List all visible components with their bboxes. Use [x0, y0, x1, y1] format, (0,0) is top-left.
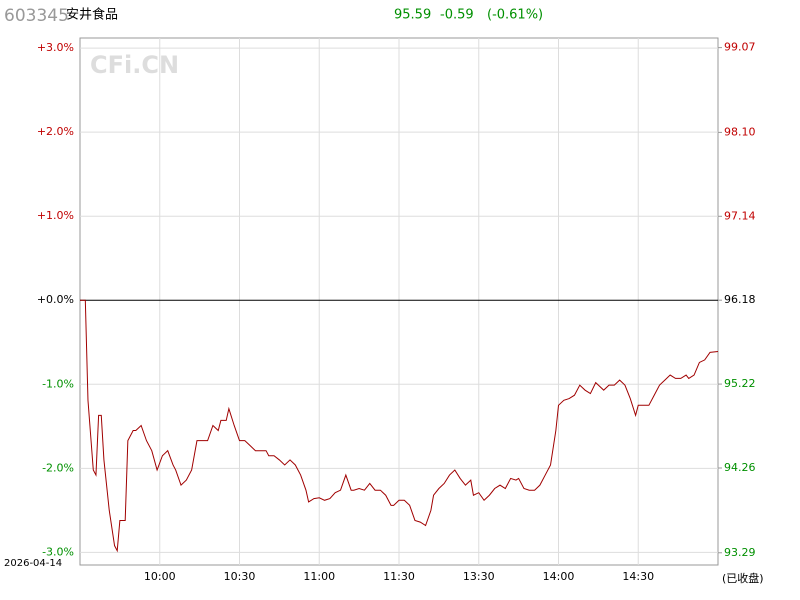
y-tick-label: +1.0%	[37, 209, 74, 222]
x-tick-label: 10:00	[144, 570, 176, 583]
y-tick-label: +2.0%	[37, 125, 74, 138]
y-tick-label: +0.0%	[37, 293, 74, 306]
y2-tick-label: 93.29	[724, 546, 756, 559]
y2-tick-label: 97.14	[724, 209, 756, 222]
y2-tick-label: 96.18	[724, 293, 756, 306]
x-tick-label: 11:30	[383, 570, 415, 583]
y2-tick-label: 95.22	[724, 377, 756, 390]
x-tick-label: 14:00	[543, 570, 575, 583]
change-pct: (-0.61%)	[487, 8, 543, 23]
stock-name: 安井食品	[66, 7, 118, 23]
x-tick-label: 14:30	[622, 570, 654, 583]
x-tick-label: 10:30	[224, 570, 256, 583]
x-tick-label: 13:30	[463, 570, 495, 583]
y-tick-label: -2.0%	[42, 461, 74, 474]
y-tick-label: +3.0%	[37, 41, 74, 54]
watermark: CFi.CN	[90, 51, 179, 79]
y2-tick-label: 98.10	[724, 125, 756, 138]
y-tick-label: -1.0%	[42, 377, 74, 390]
y2-tick-label: 99.07	[724, 41, 756, 54]
price: 95.59	[394, 8, 431, 23]
x-tick-label: 11:00	[303, 570, 335, 583]
status: (已收盘)	[722, 571, 764, 585]
stock-code: 603345	[4, 6, 69, 26]
y-tick-label: -3.0%	[42, 545, 74, 558]
change: -0.59	[440, 8, 474, 23]
y2-tick-label: 94.26	[724, 461, 756, 474]
price-line	[80, 299, 719, 553]
date: 2026-04-14	[4, 558, 62, 569]
